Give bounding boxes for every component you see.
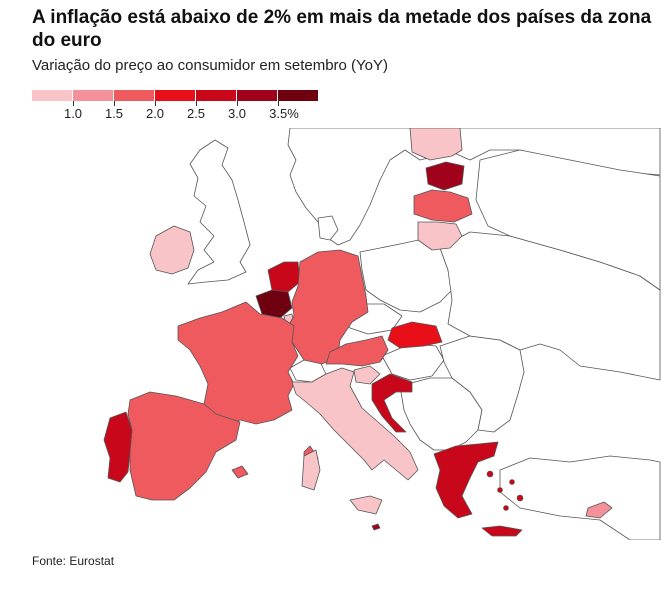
- country-greece: [433, 441, 499, 519]
- country-croatia: [371, 373, 413, 433]
- country-turkey: [499, 455, 661, 540]
- legend-swatch-2: [73, 90, 114, 101]
- country-uk: [187, 139, 251, 285]
- country-estonia: [425, 161, 465, 191]
- greek-island: [503, 505, 509, 511]
- legend-swatch-3: [114, 90, 155, 101]
- legend-swatch-6: [237, 90, 278, 101]
- legend-label-1: 1.0: [63, 106, 83, 121]
- legend-tick: [278, 101, 279, 106]
- country-sicily: [349, 495, 383, 515]
- country-belgium: [255, 289, 293, 319]
- country-slovenia: [353, 365, 381, 385]
- country-latvia: [413, 189, 473, 223]
- country-russia-north: [475, 149, 661, 291]
- legend-label-5: 3.0: [227, 106, 247, 121]
- legend-tick: [114, 101, 115, 106]
- legend-swatch-4: [155, 90, 196, 101]
- legend-label-4: 2.5: [186, 106, 206, 121]
- country-denmark: [317, 215, 339, 241]
- country-france: [177, 301, 299, 427]
- legend-swatch-1: [32, 90, 73, 101]
- greek-island: [509, 479, 515, 485]
- source-note: Fonte: Eurostat: [32, 554, 115, 568]
- country-finland: [409, 128, 463, 161]
- country-sardinia: [301, 449, 321, 491]
- greek-island: [497, 487, 503, 493]
- europe-map: [103, 128, 661, 540]
- country-slovakia: [387, 321, 443, 349]
- legend-ticks: [32, 101, 332, 106]
- country-cyprus: [585, 501, 613, 519]
- legend-swatch-7: [278, 90, 319, 101]
- country-austria: [325, 335, 389, 367]
- legend-tick: [73, 101, 74, 106]
- legend-label-3: 2.0: [145, 106, 165, 121]
- chart-subtitle: Variação do preço ao consumidor em setem…: [32, 57, 389, 74]
- chart-title: A inflação está abaixo de 2% em mais da …: [32, 7, 652, 51]
- country-crete: [481, 525, 523, 537]
- country-italy: [291, 367, 419, 481]
- legend-swatches: [32, 90, 319, 101]
- color-legend: 1.0 1.5 2.0 2.5 3.0 3.5%: [32, 90, 332, 124]
- legend-tick: [196, 101, 197, 106]
- country-balearic: [231, 465, 249, 479]
- legend-swatch-5: [196, 90, 237, 101]
- country-portugal: [103, 411, 133, 483]
- country-ireland: [149, 225, 195, 275]
- legend-label-2: 1.5: [104, 106, 124, 121]
- greek-island: [486, 470, 494, 478]
- country-netherlands: [267, 261, 301, 293]
- country-lithuania: [417, 221, 463, 251]
- country-malta: [371, 523, 381, 531]
- legend-tick: [155, 101, 156, 106]
- greek-island: [516, 494, 524, 502]
- legend-tick: [237, 101, 238, 106]
- legend-label-6: 3.5%: [269, 106, 299, 121]
